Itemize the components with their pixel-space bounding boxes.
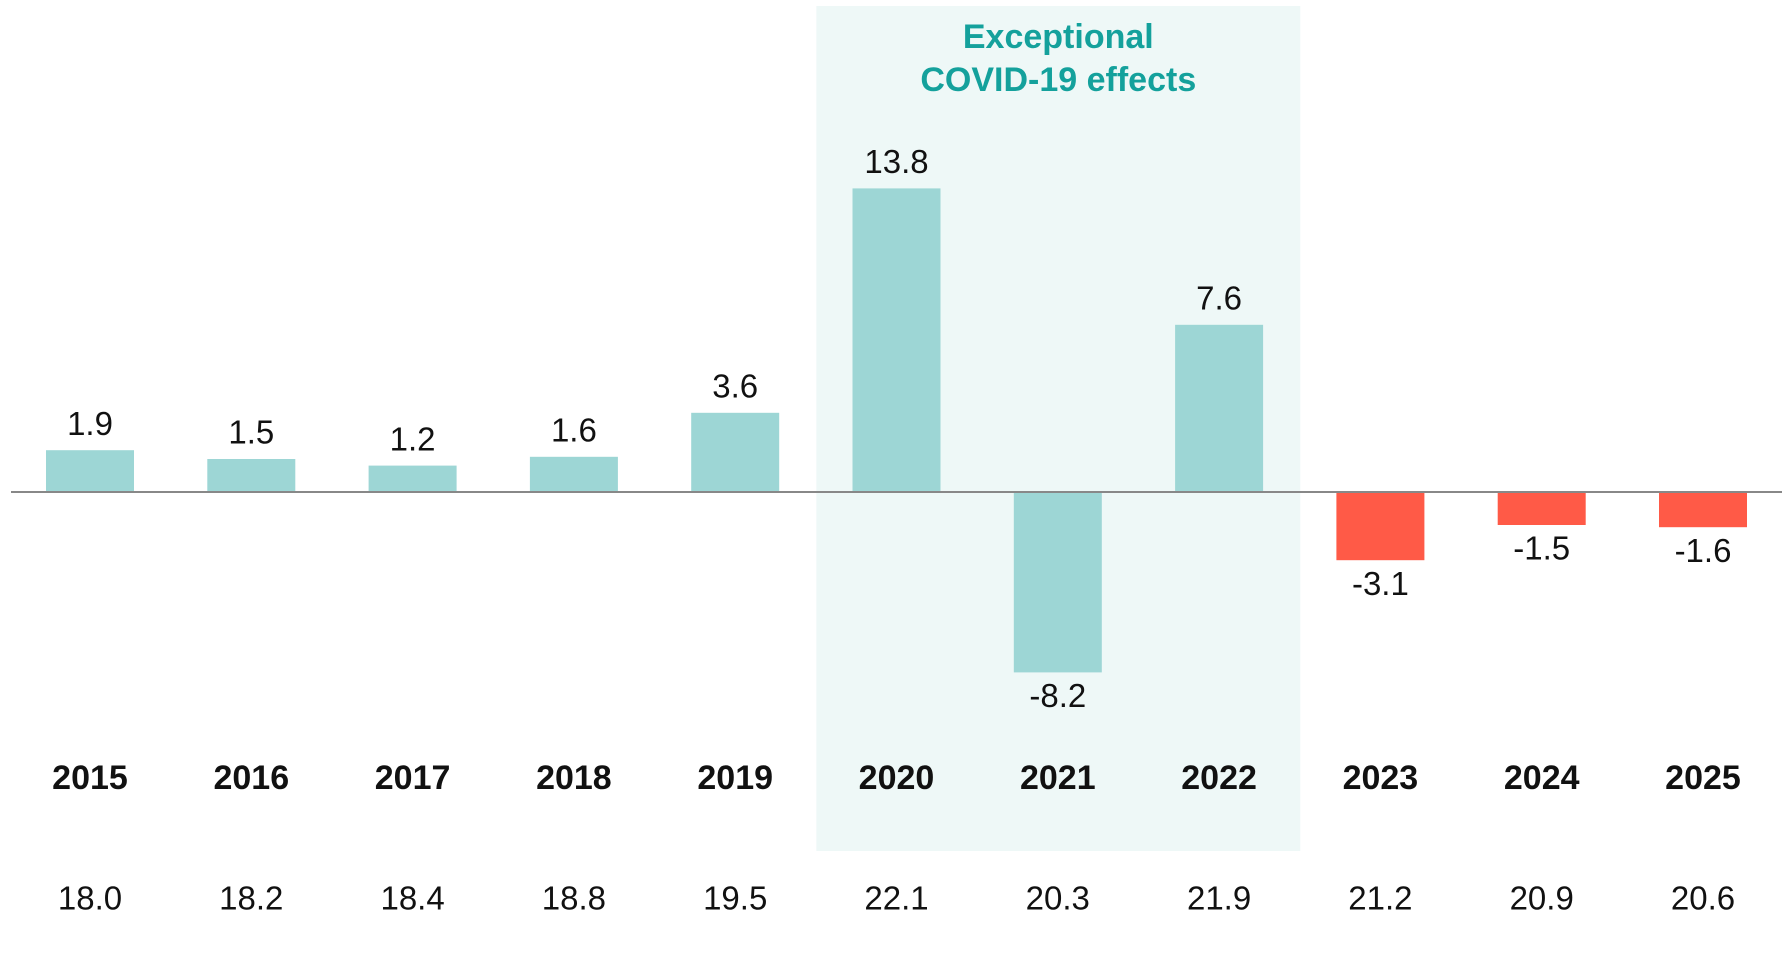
bar (1175, 324, 1264, 492)
x-tick-label: 2016 (213, 759, 289, 797)
table-value: 21.9 (1187, 880, 1251, 917)
data-label: 7.6 (1196, 280, 1242, 317)
x-tick-label: 2015 (52, 759, 128, 797)
x-tick-label: 2018 (536, 759, 612, 797)
bar (368, 465, 457, 492)
data-label: 13.8 (864, 143, 928, 180)
bar (852, 188, 941, 492)
table-value: 18.4 (380, 880, 444, 917)
data-label: -8.2 (1029, 677, 1086, 714)
bar (1659, 492, 1747, 528)
data-label: 1.6 (551, 412, 597, 449)
x-tick-label: 2020 (859, 759, 935, 797)
x-tick-label: 2019 (697, 759, 773, 797)
table-value: 19.5 (703, 880, 767, 917)
data-label: 1.9 (67, 405, 113, 442)
table-value: 21.2 (1348, 880, 1412, 917)
bar (46, 450, 134, 492)
x-tick-label: 2023 (1343, 759, 1419, 797)
highlight-label: COVID-19 effects (920, 61, 1196, 99)
data-label: -1.5 (1513, 530, 1570, 567)
x-tick-label: 2022 (1181, 759, 1257, 797)
x-tick-label: 2017 (375, 759, 451, 797)
bar (207, 459, 296, 492)
data-label: 1.2 (390, 420, 436, 457)
x-tick-label: 2021 (1020, 759, 1096, 797)
table-value: 20.6 (1671, 880, 1735, 917)
table-value: 20.9 (1510, 880, 1574, 917)
bar (1336, 492, 1425, 561)
table-value: 22.1 (864, 880, 928, 917)
table-value: 18.2 (219, 880, 283, 917)
data-label: 3.6 (712, 368, 758, 405)
table-value: 18.0 (58, 880, 122, 917)
table-value: 20.3 (1026, 880, 1090, 917)
data-label: 1.5 (228, 414, 274, 451)
data-label: -1.6 (1675, 532, 1732, 569)
bar (1497, 492, 1586, 525)
table-value: 18.8 (542, 880, 606, 917)
highlight-label: Exceptional (963, 18, 1154, 56)
bar (529, 456, 618, 492)
x-tick-label: 2024 (1504, 759, 1580, 797)
x-tick-label: 2025 (1665, 759, 1741, 797)
data-label: -3.1 (1352, 565, 1409, 602)
bar (691, 412, 780, 492)
bar (1013, 492, 1102, 673)
